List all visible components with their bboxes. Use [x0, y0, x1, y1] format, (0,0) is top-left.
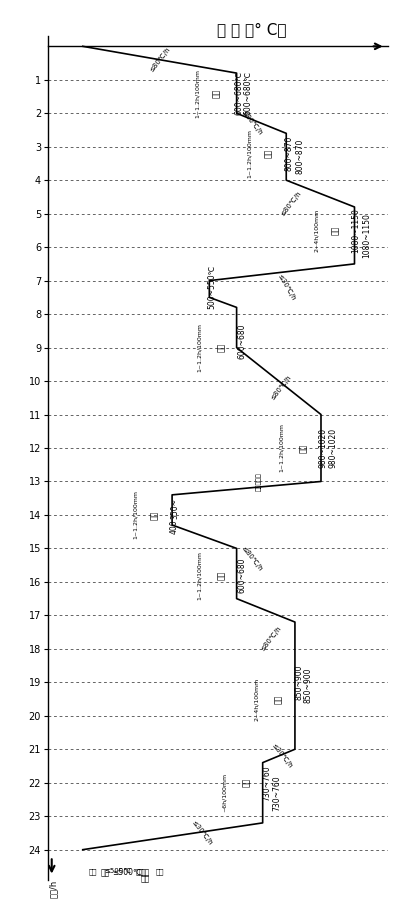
Text: 1~1.2h/100mm: 1~1.2h/100mm: [279, 424, 284, 473]
Text: 1080~1150: 1080~1150: [351, 208, 360, 253]
Text: ≤500℃: ≤500℃: [113, 868, 142, 877]
Text: ≤30℃/h: ≤30℃/h: [270, 743, 293, 769]
Text: 850~900: 850~900: [303, 668, 312, 704]
Text: 炉冷: 炉冷: [100, 868, 110, 877]
Text: ≤80℃/h: ≤80℃/h: [240, 110, 263, 137]
Text: 800~870: 800~870: [284, 136, 293, 171]
Text: 温 度 （° C）: 温 度 （° C）: [217, 22, 286, 37]
Text: 1~1.2h/100mm: 1~1.2h/100mm: [197, 551, 202, 600]
Text: ≤30℃/h: ≤30℃/h: [276, 273, 296, 302]
Text: 600~680: 600~680: [237, 558, 246, 593]
Text: ≤80℃/h: ≤80℃/h: [260, 625, 283, 652]
Text: 2~4h/100mm: 2~4h/100mm: [314, 209, 318, 252]
Text: 730~760: 730~760: [262, 765, 271, 801]
Text: 保温: 保温: [274, 695, 283, 704]
Text: 保温: 保温: [212, 89, 221, 98]
Text: 1~1.2h/100mm: 1~1.2h/100mm: [246, 129, 252, 178]
Text: 980~1020: 980~1020: [328, 428, 338, 468]
Text: 空冷: 空冷: [140, 874, 150, 883]
Text: 1080~1150: 1080~1150: [363, 213, 372, 258]
Text: 850~900: 850~900: [294, 665, 303, 700]
Text: 600~680℃: 600~680℃: [244, 71, 252, 115]
Text: 时间/h: 时间/h: [48, 880, 58, 898]
Text: ≤80℃/h: ≤80℃/h: [240, 545, 263, 572]
Text: 1~1.2h/100mm: 1~1.2h/100mm: [194, 69, 200, 118]
Text: 空冷: 空冷: [156, 868, 164, 874]
Text: 出炉: 出炉: [136, 868, 144, 874]
Text: 保温: 保温: [264, 149, 273, 158]
Text: 600~680℃: 600~680℃: [234, 71, 244, 115]
Text: 1~1.2h/100mm: 1~1.2h/100mm: [197, 323, 202, 372]
Text: 600~680: 600~680: [237, 323, 246, 358]
Text: 350~: 350~: [170, 498, 179, 519]
Text: ≤500℃: ≤500℃: [104, 868, 131, 874]
Text: 保温: 保温: [331, 226, 340, 235]
Text: 2~4h/100mm: 2~4h/100mm: [254, 678, 259, 721]
Text: 出炉: 出炉: [140, 868, 150, 877]
Text: 空冷或油冷: 空冷或油冷: [256, 472, 262, 491]
Text: 炉冷: 炉冷: [88, 868, 97, 874]
Text: 保温: 保温: [217, 343, 226, 352]
Text: ~6h/100mm: ~6h/100mm: [222, 773, 227, 813]
Text: 保温: 保温: [242, 778, 251, 787]
Text: 730~760: 730~760: [272, 775, 281, 811]
Text: 保温: 保温: [150, 511, 159, 520]
Text: 400: 400: [170, 520, 179, 534]
Text: ≤80℃/h: ≤80℃/h: [270, 375, 293, 401]
Text: 500~550℃: 500~550℃: [207, 265, 216, 309]
Text: 1~1.2h/100mm: 1~1.2h/100mm: [132, 491, 137, 540]
Text: 保温: 保温: [217, 571, 226, 580]
Text: ≤30℃/h: ≤30℃/h: [190, 819, 213, 846]
Text: 980~1020: 980~1020: [319, 428, 328, 468]
Text: 保温: 保温: [299, 444, 308, 453]
Text: 800~870: 800~870: [295, 139, 304, 174]
Text: ≤80℃/h: ≤80℃/h: [280, 190, 303, 217]
Text: ≤80℃/h: ≤80℃/h: [148, 46, 171, 73]
